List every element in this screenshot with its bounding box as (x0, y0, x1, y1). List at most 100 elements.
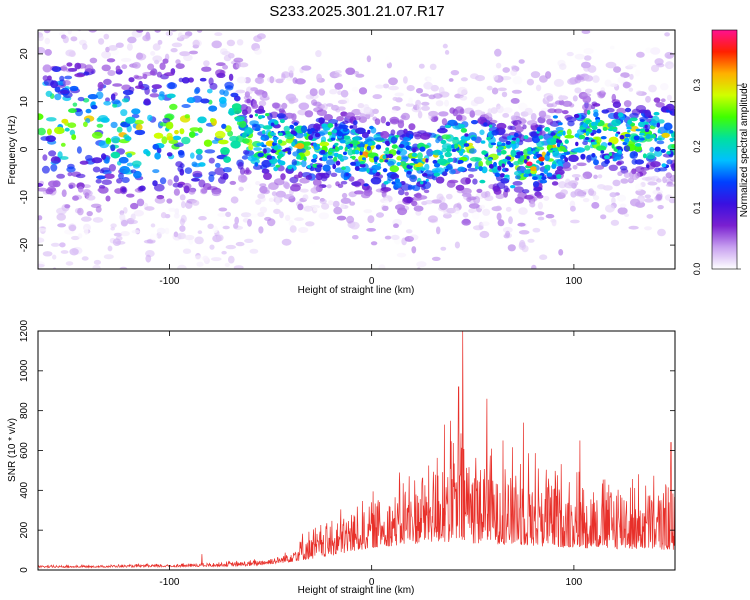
heatmap-cell (228, 255, 235, 264)
heatmap-cell (504, 174, 510, 178)
heatmap-cell (566, 116, 577, 123)
heatmap-cell (104, 173, 115, 179)
heatmap-cell (389, 165, 400, 173)
heatmap-cell (518, 242, 526, 250)
heatmap-cell (392, 96, 399, 101)
heatmap-cell (284, 182, 290, 190)
heatmap-cell (208, 157, 215, 164)
heatmap-cell (289, 225, 297, 233)
heatmap-cell (650, 161, 661, 168)
heatmap-cell (335, 160, 341, 166)
heatmap-cell (343, 151, 347, 156)
heatmap-cell (616, 146, 622, 150)
heatmap-cell (222, 64, 229, 70)
snr-series (38, 331, 675, 569)
heatmap-cell (67, 122, 77, 128)
heatmap-cell (480, 140, 486, 144)
heatmap-cell (508, 216, 513, 225)
heatmap-cell (376, 212, 384, 218)
heatmap-cell (507, 125, 513, 130)
heatmap-cell (363, 189, 373, 197)
heatmap-cell (93, 259, 101, 265)
heatmap-cell (574, 87, 582, 94)
heatmap-cell (196, 30, 203, 33)
heatmap-cell (390, 129, 396, 136)
x-tick-label: 100 (566, 577, 583, 588)
y-tick-label: 10 (19, 96, 30, 108)
heatmap-cell (517, 222, 526, 227)
heatmap-cell (254, 127, 261, 132)
heatmap-cell (320, 172, 330, 179)
heatmap-cell (112, 238, 121, 246)
heatmap-cell (363, 209, 373, 214)
heatmap-cell (222, 172, 229, 180)
heatmap-cell (59, 75, 65, 82)
heatmap-cell (198, 162, 206, 167)
heatmap-cell (655, 194, 662, 201)
heatmap-cell (514, 170, 522, 176)
heatmap-cell (444, 99, 449, 107)
heatmap-cell (635, 172, 641, 179)
heatmap-cell (510, 185, 516, 189)
heatmap-cell (497, 219, 505, 227)
heatmap-cell (665, 61, 674, 69)
heatmap-cell (496, 122, 507, 130)
heatmap-cell (99, 169, 105, 174)
heatmap-cell (638, 73, 646, 78)
heatmap-cell (415, 192, 422, 199)
heatmap-cell (225, 211, 232, 218)
heatmap-cell (385, 147, 390, 151)
heatmap-cell (240, 212, 252, 218)
heatmap-cell (432, 159, 438, 164)
heatmap-cell (375, 172, 381, 177)
spectrogram-x-axis-label: Height of straight line (km) (298, 285, 415, 296)
heatmap-cell (398, 144, 405, 148)
heatmap-cell (618, 149, 622, 154)
heatmap-cell (518, 102, 528, 111)
heatmap-cell (408, 123, 416, 131)
heatmap-cell (586, 154, 592, 163)
heatmap-cell (572, 165, 578, 170)
heatmap-cell (38, 127, 46, 136)
heatmap-cell (666, 159, 673, 165)
heatmap-cell (54, 126, 65, 135)
heatmap-cell (202, 255, 209, 262)
heatmap-cell (457, 86, 468, 95)
heatmap-cell (135, 53, 147, 61)
heatmap-cell (445, 165, 452, 169)
heatmap-cell (132, 160, 142, 167)
heatmap-cell (431, 199, 442, 204)
heatmap-cell (481, 191, 488, 199)
heatmap-cell (375, 84, 385, 89)
heatmap-cell (220, 48, 228, 55)
heatmap-cell (512, 76, 523, 85)
x-tick-label: 0 (369, 276, 375, 287)
heatmap-cell (258, 226, 264, 234)
heatmap-cell (404, 191, 409, 196)
heatmap-cell (656, 122, 660, 128)
heatmap-cell (546, 118, 554, 125)
heatmap-cell (275, 190, 286, 198)
heatmap-cell (257, 193, 266, 199)
heatmap-cell (460, 127, 468, 133)
heatmap-cell (467, 196, 477, 201)
heatmap-cell (105, 137, 111, 143)
heatmap-cell (649, 146, 655, 153)
heatmap-cell (85, 108, 92, 114)
heatmap-cell (624, 24, 628, 28)
heatmap-cell (354, 166, 360, 171)
heatmap-cell (657, 167, 668, 172)
heatmap-cell (147, 63, 155, 71)
heatmap-cell (448, 78, 454, 82)
heatmap-cell (215, 62, 226, 67)
heatmap-cell (581, 61, 591, 69)
heatmap-cell (446, 207, 456, 214)
heatmap-cell (100, 117, 110, 123)
heatmap-cell (120, 231, 130, 237)
heatmap-cell (77, 233, 83, 239)
heatmap-cell (42, 251, 53, 257)
heatmap-cell (612, 158, 617, 162)
heatmap-cell (479, 230, 490, 239)
snr-x-axis-label: Height of straight line (km) (298, 585, 415, 596)
